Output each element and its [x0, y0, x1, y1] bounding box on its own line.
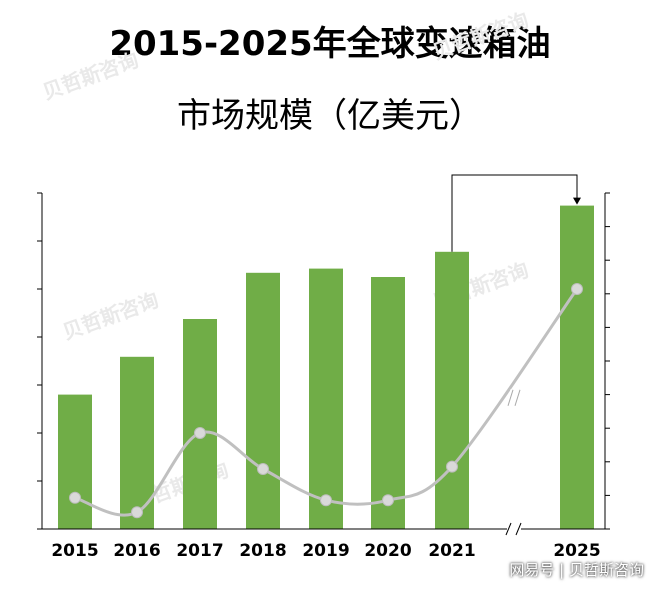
x-tick-label-2015: 2015 — [51, 541, 98, 561]
chart-title-line2: 市场规模（亿美元） — [177, 96, 483, 136]
bar-2021 — [435, 251, 469, 530]
x-tick-label-2016: 2016 — [113, 541, 160, 561]
line-series — [73, 287, 579, 517]
bar-2025 — [560, 205, 594, 529]
bar-2015 — [58, 394, 92, 529]
line-point-2021 — [446, 460, 458, 473]
x-tick-label-2019: 2019 — [302, 541, 349, 561]
x-tick-label-2025: 2025 — [553, 541, 600, 561]
axis-break-mark — [515, 522, 522, 536]
source-credit: 网易号 | 贝哲斯咨询 — [509, 561, 644, 579]
x-tick-label-2018: 2018 — [239, 541, 286, 561]
line-break-mark — [514, 389, 521, 406]
bar-2019 — [309, 268, 343, 529]
growth-arrow — [451, 174, 578, 252]
line-point-2019 — [320, 494, 332, 507]
bar-2020 — [371, 277, 405, 529]
x-tick-label-2021: 2021 — [428, 541, 475, 561]
x-tick-label-2017: 2017 — [176, 541, 223, 561]
line-point-2020 — [382, 494, 394, 507]
growth-arrowhead — [573, 197, 581, 205]
bar-2018 — [246, 272, 280, 529]
line-point-2025 — [571, 283, 583, 295]
chart-title-line1: 2015-2025年全球变速箱油 — [109, 24, 551, 64]
line-point-2018 — [257, 463, 269, 475]
line-point-2017 — [194, 427, 206, 439]
line-point-2016 — [131, 506, 143, 519]
x-tick-label-2020: 2020 — [364, 541, 411, 561]
axis-break-mark — [505, 522, 512, 536]
bar-2017 — [183, 319, 217, 529]
line-break-mark — [507, 389, 514, 406]
line-point-2015 — [69, 491, 81, 504]
